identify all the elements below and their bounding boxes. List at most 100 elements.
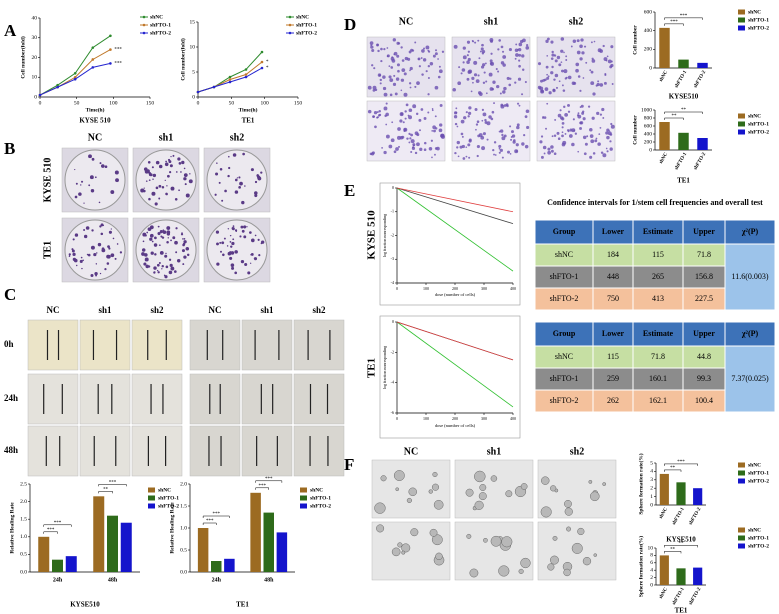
cell: [488, 115, 492, 119]
colony: [218, 181, 221, 184]
cell: [494, 154, 497, 156]
colony: [81, 180, 84, 183]
x-axis-label: Time(h): [86, 106, 105, 113]
colony: [156, 269, 159, 272]
micrograph: [293, 319, 345, 371]
legend-label: shFTO-1: [296, 22, 317, 28]
row-label: TE1: [42, 241, 53, 259]
series-line: [396, 187, 514, 213]
cell-text: 115: [652, 250, 664, 259]
legend-marker: [142, 15, 146, 19]
cell: [526, 43, 529, 47]
cell: [434, 85, 439, 90]
cell: [412, 143, 416, 147]
colony: [250, 254, 252, 256]
colony: [164, 162, 169, 167]
cell-text: 71.8: [651, 352, 665, 361]
sphere: [564, 507, 573, 516]
cell: [573, 81, 577, 85]
cell: [501, 156, 504, 159]
legend-label: shFTO-1: [748, 535, 769, 541]
colony: [143, 189, 146, 193]
cell: [438, 69, 443, 74]
legend-swatch: [738, 17, 745, 23]
x-tick-label: 400: [510, 286, 516, 291]
cell: [367, 109, 372, 114]
cell: [591, 59, 596, 63]
cell-text: 259: [607, 374, 619, 383]
significance: ***: [258, 484, 266, 489]
sphere: [552, 535, 558, 541]
cell: [525, 109, 530, 114]
sphere: [590, 491, 600, 502]
colony: [216, 242, 219, 246]
cell: [579, 57, 583, 61]
cell: [385, 123, 388, 126]
micrograph: [241, 373, 293, 425]
cell: [603, 81, 607, 85]
cell: [473, 73, 478, 77]
micrograph: [79, 425, 131, 477]
micrograph: [293, 373, 345, 425]
cell: [410, 133, 413, 137]
cell: [599, 126, 602, 129]
legend-label: shFTO-2: [748, 25, 769, 31]
header-text: Upper: [693, 329, 715, 338]
cell: [421, 49, 425, 53]
bracket: [664, 111, 703, 114]
cell: [576, 50, 581, 55]
cell: [544, 78, 547, 82]
cell: [383, 92, 388, 97]
colony: [90, 189, 95, 193]
cell: [474, 108, 478, 111]
test-cell: [724, 345, 776, 413]
cell: [503, 104, 507, 107]
chart-title: TE1: [677, 177, 690, 185]
cell: [467, 50, 470, 53]
x-tick-label: 48h: [108, 577, 118, 583]
bracket: [664, 545, 698, 548]
cell-text: shNC: [555, 352, 573, 361]
header-cell: [534, 219, 594, 245]
y-tick-label: 1.0: [180, 525, 187, 531]
colony: [112, 237, 115, 240]
column-label: sh1: [260, 305, 274, 315]
legend-swatch: [300, 495, 307, 501]
cell: [567, 110, 571, 113]
bar: [65, 556, 77, 572]
legend-swatch: [738, 527, 745, 533]
bar: [693, 488, 703, 505]
legend-swatch: [738, 462, 745, 468]
bar: [678, 132, 689, 150]
cell: [425, 70, 428, 73]
cell: [397, 127, 401, 131]
y-tick-label: 0: [649, 65, 652, 71]
cell: [458, 66, 461, 69]
colony: [72, 257, 76, 261]
cell: [546, 73, 548, 76]
cell: [579, 121, 583, 125]
panel-label: F: [344, 455, 354, 474]
cell: [582, 117, 586, 121]
cell: [485, 92, 488, 95]
colony: [147, 160, 151, 164]
colony: [216, 162, 218, 164]
chart-title: KYSE510: [669, 93, 699, 101]
cell: [547, 75, 550, 78]
cell: [468, 106, 472, 110]
cell: [584, 142, 588, 146]
colony: [254, 234, 257, 237]
chart-title: KYSE510: [70, 601, 100, 609]
cell: [410, 139, 415, 144]
data-point: [73, 77, 77, 81]
colony: [231, 266, 235, 270]
legend-label: shFTO-2: [748, 543, 769, 549]
x-tick-label: 0: [39, 100, 42, 106]
cell: [465, 111, 468, 114]
cell: [380, 47, 383, 51]
cell: [408, 108, 413, 113]
colony: [153, 243, 158, 247]
sphere: [469, 568, 479, 578]
cell: [599, 49, 603, 53]
x-tick-label: 150: [294, 100, 303, 106]
